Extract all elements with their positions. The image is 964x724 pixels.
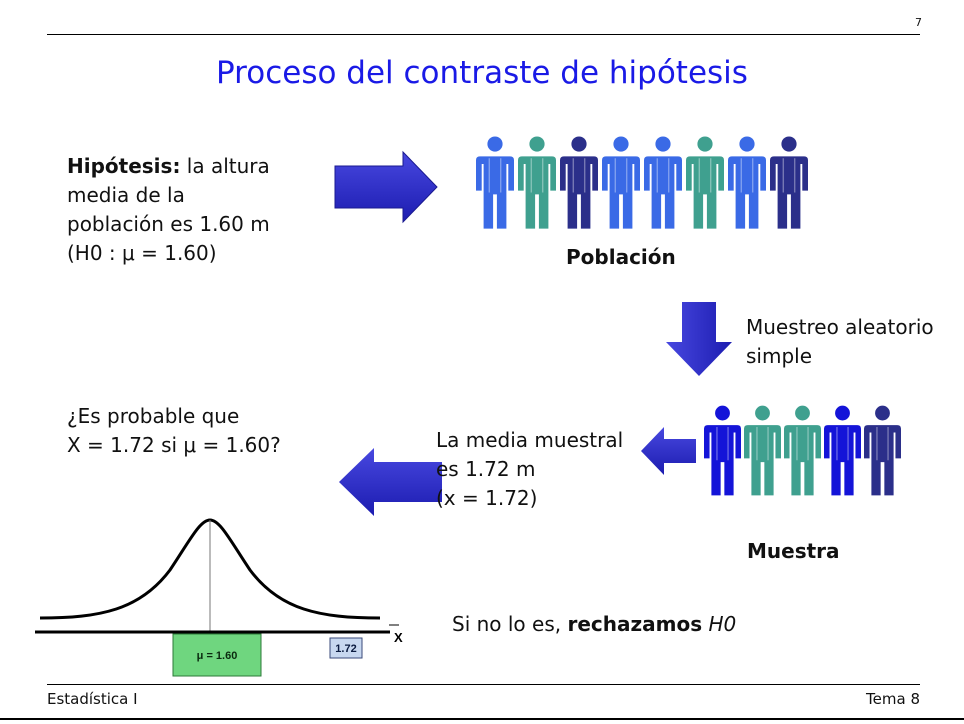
mu-box	[172, 633, 262, 677]
person-icon	[744, 405, 781, 496]
person-icon	[770, 136, 808, 229]
question-line1: ¿Es probable que	[67, 404, 240, 428]
footer-right: Tema 8	[866, 690, 920, 708]
person-icon	[560, 136, 598, 229]
hypothesis-text: Hipótesis: la altura media de la poblaci…	[67, 152, 270, 268]
conclusion-bold: rechazamos	[567, 612, 703, 636]
conclusion-text: Si no lo es, rechazamos H0	[452, 610, 736, 639]
sample-label: Muestra	[747, 539, 840, 563]
value-box	[329, 637, 363, 659]
page-number: 7	[915, 16, 922, 29]
population-label: Población	[566, 245, 676, 269]
arrow-left-small-icon	[641, 427, 696, 475]
person-icon	[644, 136, 682, 229]
person-icon	[704, 405, 741, 496]
arrow-down-icon	[666, 302, 732, 376]
sampling-label: Muestreo aleatorio simple	[746, 313, 934, 371]
hypothesis-bold: Hipótesis:	[67, 154, 181, 178]
sample-mean-text: La media muestral es 1.72 m (x = 1.72)	[436, 426, 623, 513]
person-icon	[602, 136, 640, 229]
person-icon	[686, 136, 724, 229]
sampling-label-line2: simple	[746, 344, 813, 368]
person-icon	[784, 405, 821, 496]
population-group	[476, 134, 808, 232]
person-icon	[864, 405, 901, 496]
person-icon	[476, 136, 514, 229]
sample-group	[704, 402, 901, 500]
hypothesis-line2: media de la	[67, 183, 185, 207]
sample-mean-line1: La media muestral	[436, 428, 624, 452]
person-icon	[728, 136, 766, 229]
mu-label: μ = 1.60	[197, 650, 238, 662]
sample-mean-line2: es 1.72 m	[436, 457, 536, 481]
hypothesis-line3: población es 1.60 m	[67, 212, 270, 236]
sampling-label-line1: Muestreo aleatorio	[746, 315, 934, 339]
conclusion-prefix: Si no lo es,	[452, 612, 568, 636]
arrow-right-icon	[334, 150, 438, 224]
sample-mean-line3: (x = 1.72)	[436, 486, 538, 510]
person-icon	[824, 405, 861, 496]
axis-label: X	[394, 630, 403, 645]
normal-curve-figure: μ = 1.60 1.72 X	[35, 518, 403, 677]
footer-left: Estadística I	[47, 690, 138, 708]
bottom-rule	[0, 718, 964, 720]
hypothesis-formula: (H0 : μ = 1.60)	[67, 241, 217, 265]
slide-title: Proceso del contraste de hipótesis	[216, 55, 748, 91]
footer-rule	[47, 684, 920, 685]
question-text: ¿Es probable que X = 1.72 si μ = 1.60?	[67, 402, 281, 460]
arrow-left-icon	[339, 448, 442, 516]
conclusion-suffix: H0	[708, 612, 737, 636]
hypothesis-line1: la altura	[180, 154, 270, 178]
value-label: 1.72	[335, 643, 356, 655]
person-icon	[518, 136, 556, 229]
question-line2: X = 1.72 si μ = 1.60?	[67, 433, 281, 457]
header-rule	[47, 34, 920, 35]
